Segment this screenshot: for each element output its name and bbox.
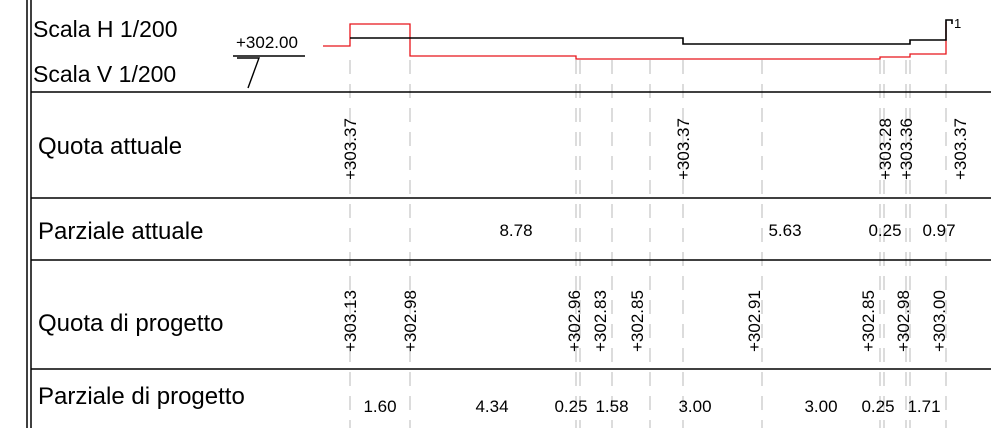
design-elevation-value: +303.13 (341, 290, 360, 352)
design-elevation-value: +302.98 (894, 290, 913, 352)
design-partial-value: 0.25 (861, 397, 894, 416)
design-elevation-value: +302.85 (859, 290, 878, 352)
datum-value: +302.00 (236, 33, 298, 52)
design-elevation-value: +302.85 (628, 290, 647, 352)
design-partial-value: 0.25 (554, 397, 587, 416)
row-label-existing-elevation: Quota attuale (38, 133, 182, 160)
design-partial-value: 3.00 (678, 397, 711, 416)
station-guides (349, 60, 947, 428)
existing-partial-value: 8.78 (499, 221, 532, 240)
existing-partial-value: 0.97 (922, 221, 955, 240)
existing-partial-value: 0.25 (868, 221, 901, 240)
design-partial-value: 4.34 (475, 397, 508, 416)
scale-vertical: Scala V 1/200 (33, 61, 176, 87)
datum-triangle (237, 57, 261, 89)
design-elevation-value: +302.83 (591, 290, 610, 352)
scale-horizontal: Scala H 1/200 (33, 16, 177, 42)
design-partial-value: 1.60 (363, 397, 396, 416)
design-profile-line (323, 22, 947, 60)
existing-elevation-value: +303.28 (876, 118, 895, 180)
row-label-design-elevation: Quota di progetto (38, 310, 223, 337)
design-partial-value: 3.00 (804, 397, 837, 416)
design-partial-value: 1.71 (907, 397, 940, 416)
existing-elevation-value: +303.37 (674, 118, 693, 180)
existing-elevation-value: +303.36 (897, 118, 916, 180)
design-elevation-value: +302.98 (401, 290, 420, 352)
design-partial-value: 1.58 (595, 397, 628, 416)
design-elevation-value: +302.91 (745, 290, 764, 352)
design-elevation-value: +303.00 (930, 290, 949, 352)
existing-elevation-value: +303.37 (951, 118, 970, 180)
existing-partial-value: 5.63 (768, 221, 801, 240)
design-elevation-value: +302.96 (565, 290, 584, 352)
row-label-existing-partial: Parziale attuale (38, 218, 203, 245)
table-values: +303.37 +303.37 +303.28 +303.36 +303.37 8.78 5… (341, 118, 970, 416)
existing-elevation-value: +303.37 (341, 118, 360, 180)
row-label-design-partial: Parziale di progetto (38, 383, 245, 410)
end-mark: 1 (954, 16, 961, 31)
existing-profile-line (350, 19, 953, 45)
